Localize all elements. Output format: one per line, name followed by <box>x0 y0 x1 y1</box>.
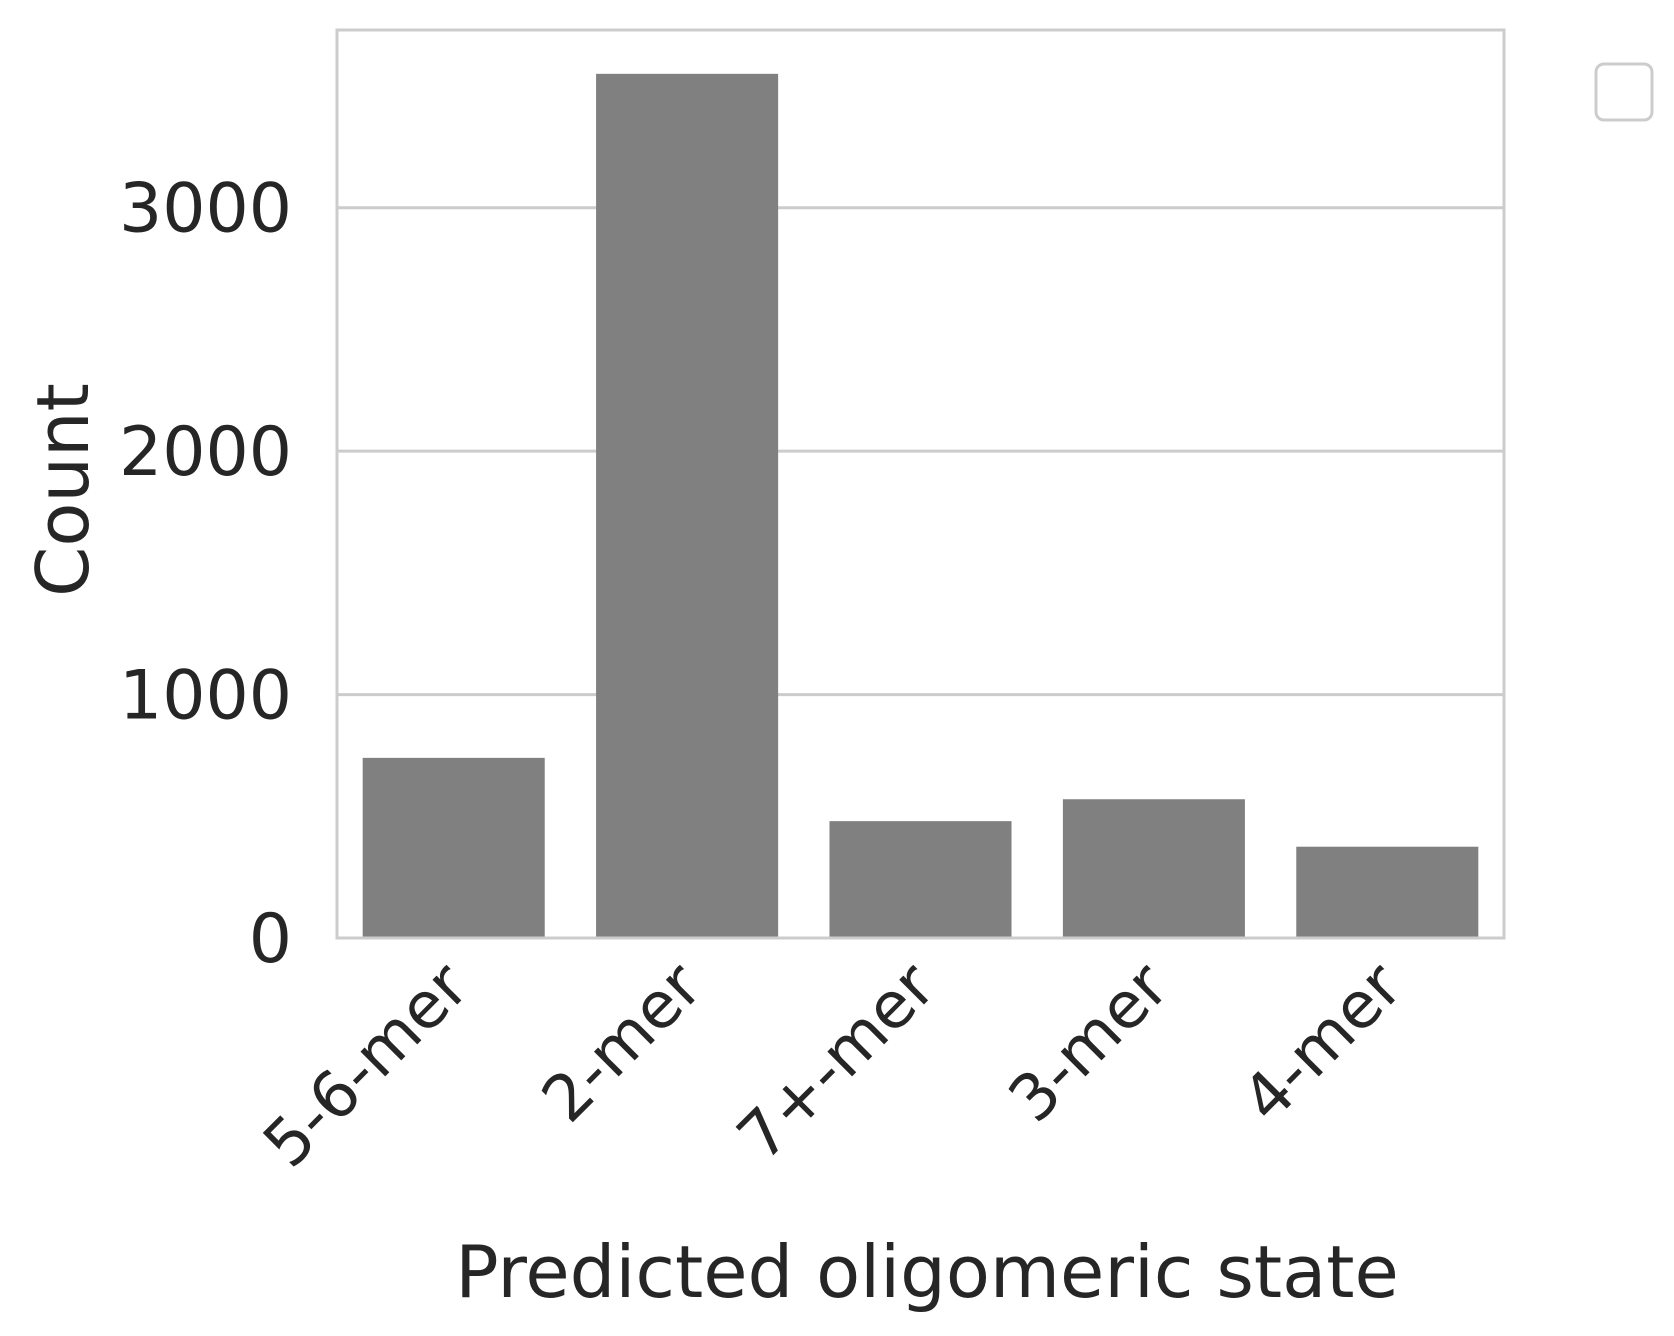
bar-5-6-mer <box>362 757 545 938</box>
x-tick-label: 3-mer <box>995 949 1183 1137</box>
bar-4-mer <box>1296 846 1479 938</box>
y-tick-label: 1000 <box>119 657 292 736</box>
x-tick-label: 2-mer <box>528 949 716 1137</box>
x-tick-label: 4-mer <box>1229 949 1417 1137</box>
legend-box <box>1594 62 1654 122</box>
bar-3-mer <box>1062 799 1245 938</box>
bar-2-mer <box>596 73 779 939</box>
y-tick-label: 2000 <box>119 413 292 492</box>
y-tick-label: 0 <box>249 900 292 979</box>
y-gridlines <box>337 206 1504 697</box>
y-tick-label: 3000 <box>119 170 292 249</box>
x-tick-label: 5-6-mer <box>250 949 484 1183</box>
y-tick-labels: 0 1000 2000 3000 <box>119 170 292 979</box>
x-tick-labels: 5-6-mer 2-mer 7+-mer 3-mer 4-mer <box>250 949 1417 1183</box>
bars <box>362 73 1479 939</box>
y-axis-label: Count <box>21 383 105 597</box>
x-tick-label: 7+-mer <box>724 949 950 1175</box>
bar-7+-mer <box>829 821 1012 938</box>
plot-frame <box>335 28 1506 940</box>
x-axis-label: Predicted oligomeric state <box>455 1230 1399 1314</box>
